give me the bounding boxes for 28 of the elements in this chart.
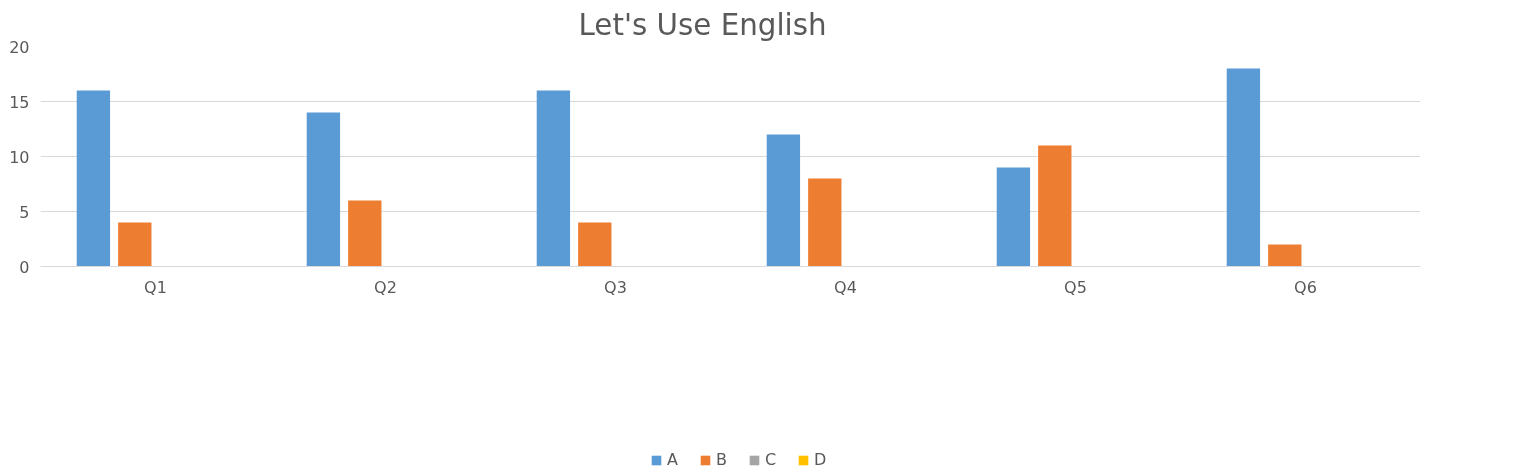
x-tick-label: Q5: [1064, 277, 1087, 297]
legend-label: A: [667, 450, 679, 469]
x-tick-label: Q2: [374, 277, 397, 297]
bar: [1268, 244, 1302, 267]
x-tick-label: Q1: [144, 277, 167, 297]
bar: [536, 90, 571, 267]
x-tick-label: Q3: [604, 277, 627, 297]
bar: [348, 200, 382, 267]
bar: [1226, 68, 1261, 267]
legend-label: B: [716, 450, 728, 469]
bar: [306, 112, 341, 267]
bar: [808, 178, 842, 267]
bar: [1038, 145, 1072, 267]
y-tick-label: 5: [19, 202, 30, 222]
x-tick-label: Q6: [1294, 277, 1317, 297]
legend-label: D: [814, 450, 828, 469]
bar: [766, 134, 801, 267]
y-tick-label: 10: [9, 147, 30, 167]
bar: [76, 90, 111, 267]
bar: [118, 222, 152, 267]
legend-label: C: [765, 450, 778, 469]
chart-title: Let's Use English: [578, 7, 827, 42]
x-tick-label: Q4: [834, 277, 857, 297]
y-tick-label: 20: [9, 37, 30, 57]
y-tick-label: 0: [19, 257, 30, 277]
y-tick-label: 15: [9, 92, 30, 112]
bar: [578, 222, 612, 267]
bar: [996, 167, 1031, 267]
